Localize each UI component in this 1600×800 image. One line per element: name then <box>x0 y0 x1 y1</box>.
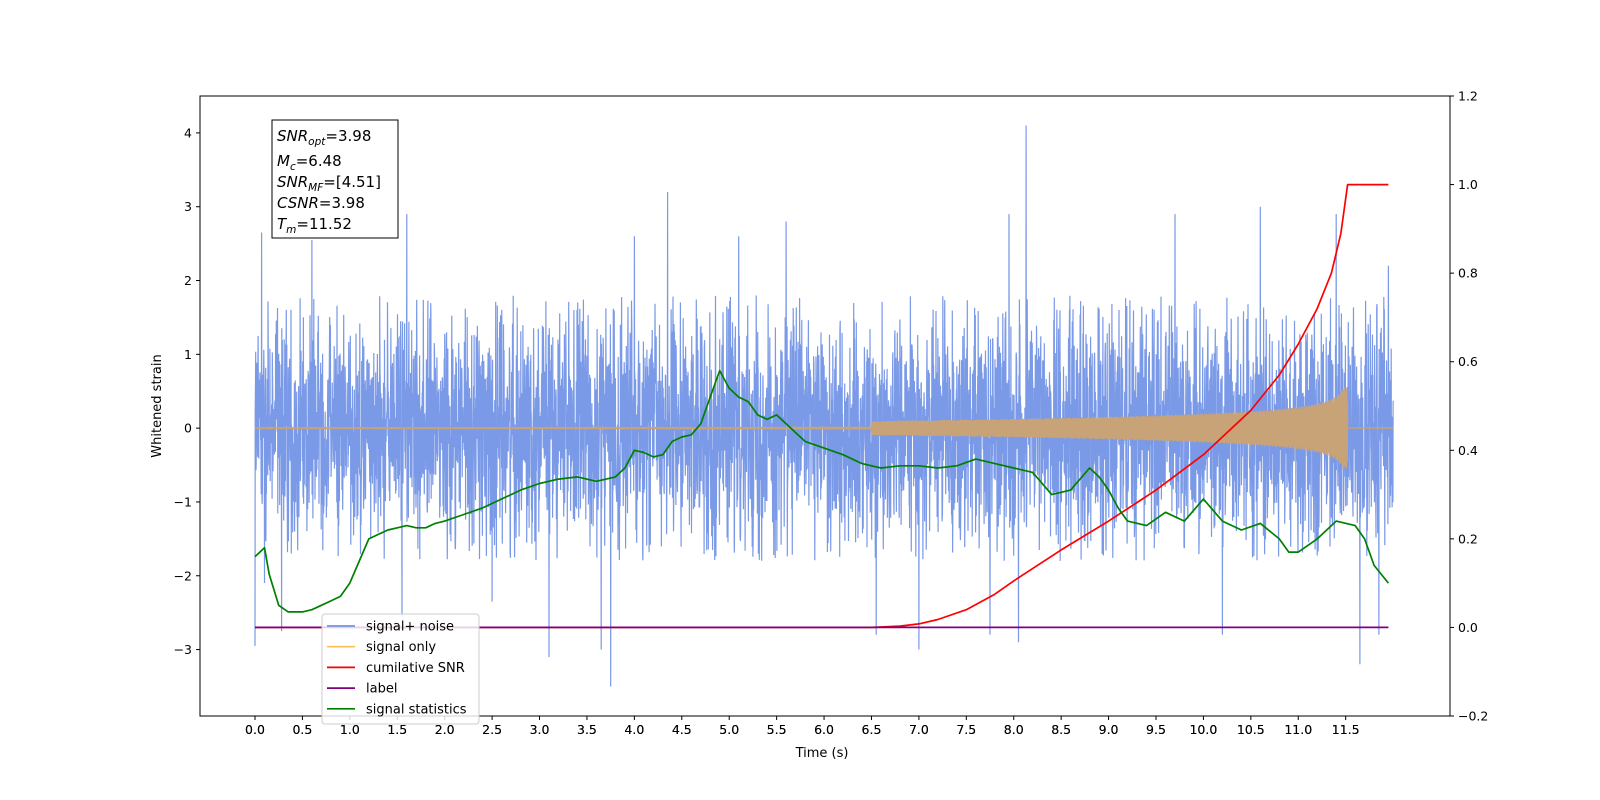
x-tick-label: 5.5 <box>767 722 787 737</box>
y-axis-left: −3 −2 −1 0 1 2 3 4 <box>174 125 200 657</box>
x-tick-label: 10.0 <box>1189 722 1217 737</box>
y-tick-label: −1 <box>174 494 192 509</box>
y-tick-label: 1 <box>184 347 192 362</box>
annotation-line: SNRMF=[4.51] <box>277 173 381 194</box>
x-tick-label-overlay: 8.5 <box>1051 722 1071 737</box>
x-axis: 0.00.0 0.50.5 1.01.0 1.51.5 2.02.0 2.52.5 3.03… <box>245 716 1360 737</box>
x-tick-label: 7.0 <box>909 722 929 737</box>
x-tick-label: 6.0 <box>814 722 834 737</box>
x-tick-label-overlay: 2.0 <box>435 722 455 737</box>
x-tick-label: 10.5 <box>1237 722 1265 737</box>
plot-frame <box>199 95 1451 717</box>
legend: signal+ noise signal only cumilative SNR la… <box>321 613 480 725</box>
noise-trace <box>254 125 1394 687</box>
y2-tick-label: 1.0 <box>1458 177 1478 192</box>
y-tick-label: 3 <box>184 199 192 214</box>
x-tick-label: 9.0 <box>1099 722 1119 737</box>
legend-label: signal only <box>366 640 436 655</box>
x-tick-label-overlay: 4.0 <box>624 722 644 737</box>
x-tick-label: 9.5 <box>1146 722 1166 737</box>
x-tick-label-overlay: 3.0 <box>530 722 550 737</box>
x-tick-label-overlay: 4.5 <box>672 722 692 737</box>
y-tick-label: 2 <box>184 273 192 288</box>
x-tick-label-overlay: 6.5 <box>862 722 882 737</box>
x-tick-label: 8.0 <box>1004 722 1024 737</box>
legend-label: signal+ noise <box>366 620 454 635</box>
x-tick-label-overlay: 5.5 <box>767 722 787 737</box>
series-signal-noise <box>254 125 1394 687</box>
x-tick-label-overlay: 7.5 <box>956 722 976 737</box>
x-tick-label: 6.5 <box>862 722 882 737</box>
x-tick-label: 3.0 <box>530 722 550 737</box>
x-tick-label-overlay: 0.5 <box>292 722 312 737</box>
x-tick-label-overlay: 5.0 <box>719 722 739 737</box>
y-tick-label: 4 <box>184 125 192 140</box>
x-tick-label: 0.5 <box>292 722 312 737</box>
annotation-frame <box>271 119 399 239</box>
y2-tick-label: 0.8 <box>1458 266 1478 281</box>
x-axis-label: Time (s) <box>795 746 849 761</box>
x-tick-label: 3.5 <box>577 722 597 737</box>
x-tick-label: 11.0 <box>1284 722 1312 737</box>
x-tick-label-overlay: 1.0 <box>340 722 360 737</box>
y-tick-label: −3 <box>174 642 192 657</box>
x-tick-label: 4.5 <box>672 722 692 737</box>
x-tick-label: 11.5 <box>1332 722 1360 737</box>
x-tick-label-overlay: 9.5 <box>1146 722 1166 737</box>
x-tick-label-overlay: 2.5 <box>482 722 502 737</box>
x-tick-label-overlay: 8.0 <box>1004 722 1024 737</box>
x-tick-label-overlay: 10.5 <box>1237 722 1265 737</box>
y-axis-right: −0.2 0.0 0.2 0.4 0.6 0.8 1.0 1.2 <box>1450 89 1488 724</box>
y-tick-label: 0 <box>184 421 192 436</box>
y2-tick-label: 1.2 <box>1458 89 1478 104</box>
x-tick-label: 0.0 <box>245 722 265 737</box>
series-signal-only <box>254 387 1394 469</box>
legend-frame <box>321 613 480 725</box>
x-tick-label-overlay: 7.0 <box>909 722 929 737</box>
line-trace <box>254 369 1390 613</box>
annotation-line: Mc=6.48 <box>277 152 342 173</box>
x-tick-label: 5.0 <box>719 722 739 737</box>
x-tick-label-overlay: 9.0 <box>1099 722 1119 737</box>
x-tick-label: 8.5 <box>1051 722 1071 737</box>
annotation-line: Tm=11.52 <box>277 215 352 236</box>
line-trace <box>255 183 1389 629</box>
chirp-trace <box>254 387 1394 469</box>
x-tick-label-overlay: 6.0 <box>814 722 834 737</box>
x-tick-label-overlay: 0.0 <box>245 722 265 737</box>
y2-tick-label: −0.2 <box>1458 709 1488 724</box>
x-tick-label: 4.0 <box>624 722 644 737</box>
x-tick-label-overlay: 10.0 <box>1189 722 1217 737</box>
annotation-line: CSNR=3.98 <box>277 194 365 212</box>
y-tick-label: −2 <box>174 568 192 583</box>
legend-label: cumilative SNR <box>366 661 465 676</box>
series-signal-statistics <box>254 369 1390 613</box>
y2-tick-label: 0.2 <box>1458 531 1478 546</box>
x-tick-label-overlay: 3.5 <box>577 722 597 737</box>
y-axis-label: Whitened strain <box>150 354 165 457</box>
x-tick-label-overlay: 1.5 <box>387 722 407 737</box>
annotation-line: SNRopt=3.98 <box>277 127 371 148</box>
x-tick-label: 1.0 <box>340 722 360 737</box>
y2-tick-label: 0.6 <box>1458 354 1478 369</box>
legend-label: label <box>366 682 397 697</box>
x-tick-label: 2.0 <box>435 722 455 737</box>
y2-tick-label: 0.0 <box>1458 620 1478 635</box>
series-layer <box>254 125 1394 687</box>
x-tick-label-overlay: 11.5 <box>1332 722 1360 737</box>
x-tick-label: 1.5 <box>387 722 407 737</box>
x-tick-label: 7.5 <box>956 722 976 737</box>
y2-tick-label: 0.4 <box>1458 443 1478 458</box>
legend-label: signal statistics <box>366 702 467 717</box>
x-tick-label: 2.5 <box>482 722 502 737</box>
x-tick-label-overlay: 11.0 <box>1284 722 1312 737</box>
series-cumilative-snr <box>255 183 1389 629</box>
